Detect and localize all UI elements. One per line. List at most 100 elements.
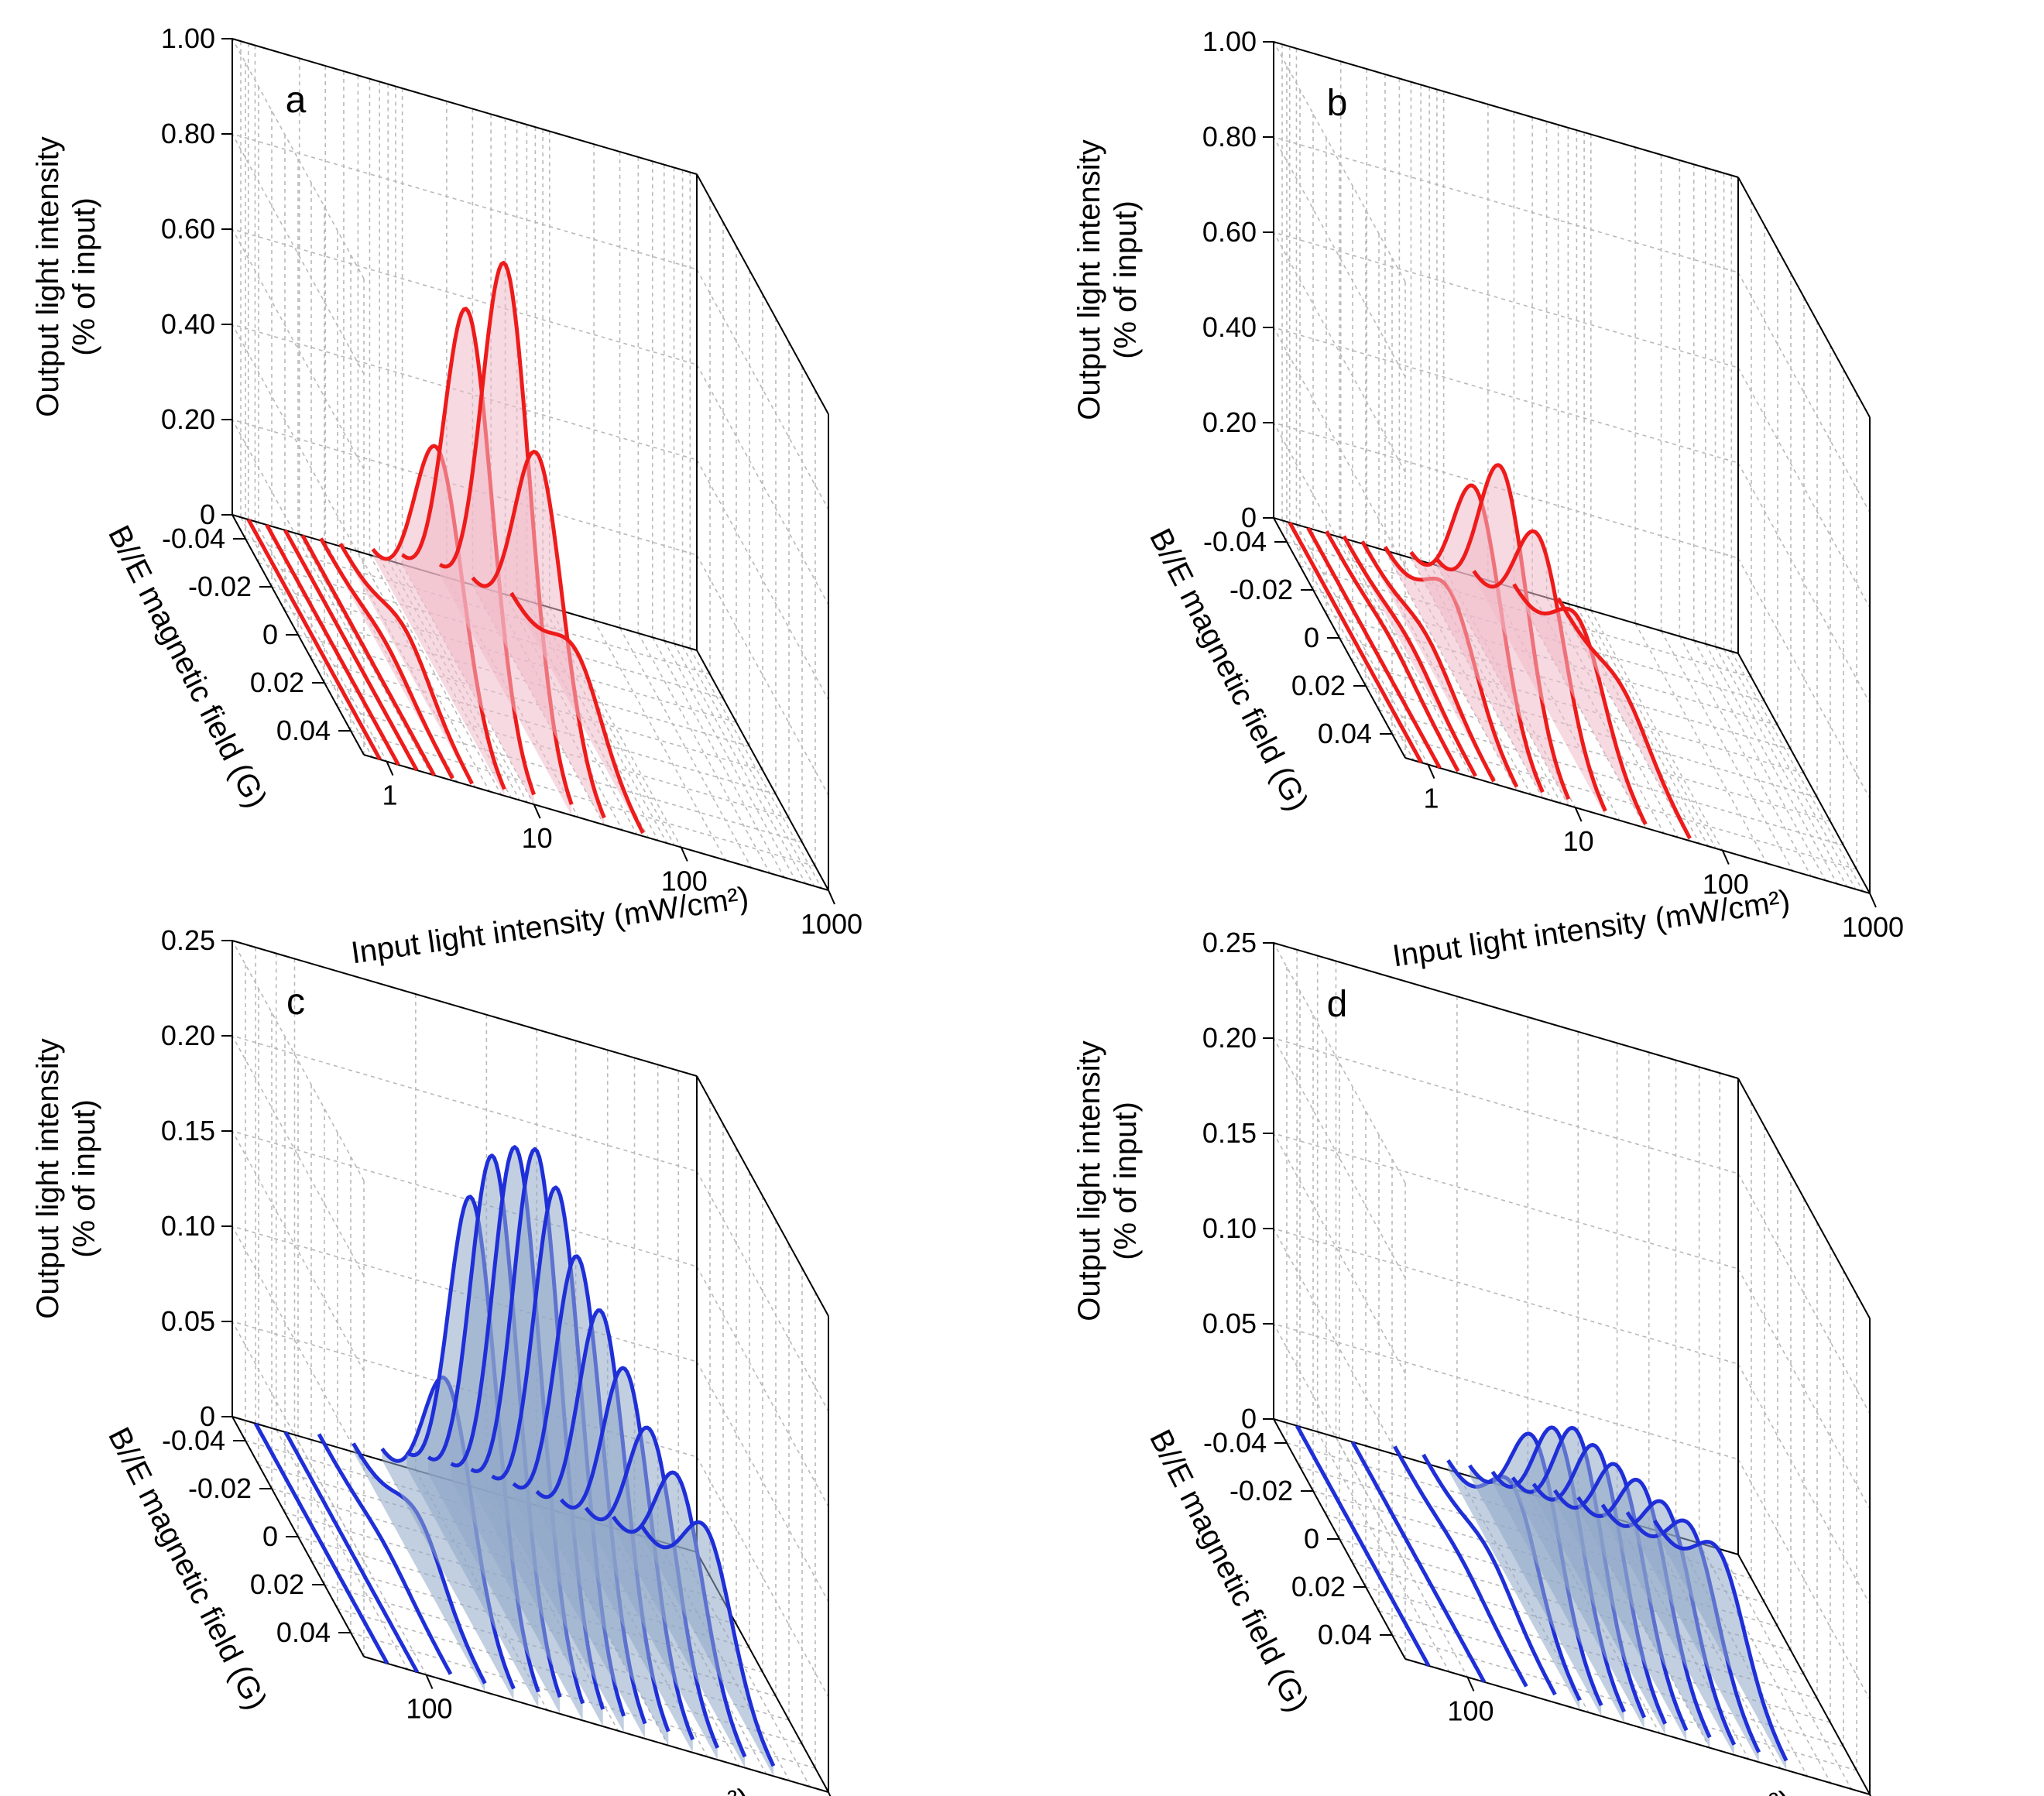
grid-line — [696, 554, 829, 796]
grid-line — [1705, 643, 1838, 885]
z-tick-label: 0.15 — [1202, 1117, 1257, 1149]
series-line — [1393, 1445, 1528, 1688]
grid-line — [696, 1170, 829, 1412]
z-tick-label: 0.25 — [1202, 927, 1257, 958]
z-tick-label: 0.40 — [161, 308, 215, 340]
grid-line — [619, 627, 753, 869]
z-tick-label: 0 — [200, 1400, 215, 1432]
y-axis-label: B//E magnetic field (G) — [1143, 1424, 1315, 1717]
series-fill — [1436, 464, 1569, 806]
grid-line — [1737, 462, 1871, 704]
y-axis-label: B//E magnetic field (G) — [101, 520, 273, 813]
x-tick — [533, 804, 541, 819]
grid-line — [1737, 1363, 1871, 1605]
grid-line — [1281, 519, 1415, 761]
x-axis-label: Input light intensity (mW/cm²) — [349, 1783, 751, 1796]
z-axis-label-sub: (% of input) — [67, 197, 101, 356]
grid-line — [1737, 1458, 1871, 1700]
grid-line — [1693, 639, 1826, 881]
z-tick-label: 0.10 — [161, 1210, 215, 1242]
series-curves — [246, 261, 645, 837]
series-line — [509, 591, 645, 835]
grid-line — [1737, 367, 1871, 608]
y-axis-label: B//E magnetic field (G) — [1143, 523, 1315, 816]
series-line — [1325, 530, 1460, 773]
grid-line — [276, 1429, 409, 1670]
grid-line — [652, 636, 785, 878]
axis-line — [696, 1075, 829, 1317]
series-line — [283, 529, 419, 772]
z-tick-label: 0.20 — [1202, 1022, 1257, 1054]
z-axis-label: Output light intensity — [31, 1038, 65, 1318]
grid-line — [504, 594, 638, 835]
z-tick-label: 0.20 — [1202, 406, 1257, 438]
series-line — [283, 1431, 420, 1674]
grid-line — [1723, 649, 1857, 890]
grid-line — [696, 459, 829, 701]
series-line — [1625, 1511, 1761, 1753]
z-tick-label: 1.00 — [1202, 26, 1257, 57]
grid-line — [387, 560, 520, 801]
grid-line — [696, 269, 829, 510]
axis-line — [1737, 177, 1871, 418]
z-tick-label: 0.25 — [161, 924, 215, 956]
z-tick-label: 0.05 — [161, 1305, 215, 1337]
grid-line — [673, 643, 807, 884]
series-fill — [1343, 536, 1476, 779]
grid-line — [299, 533, 432, 775]
grid-line — [1340, 536, 1473, 778]
z-tick-label: 0.20 — [161, 403, 215, 435]
axis-frame — [221, 38, 835, 905]
series-line — [1556, 597, 1692, 840]
z-tick-label: 0.60 — [1202, 216, 1257, 248]
series-line — [300, 534, 436, 776]
z-axis-label: Output light intensity — [31, 136, 65, 416]
series-fill — [1555, 1464, 1687, 1741]
series-fill — [1473, 531, 1606, 817]
x-tick-label: 1000 — [1842, 911, 1904, 943]
panel-d: 0 0.05 0.10 0.15 0.20 0.25 -0.04 -0.02 0 0.02 0.04… — [1072, 927, 1871, 1796]
grid-line — [369, 554, 502, 796]
grid-line — [1714, 646, 1848, 887]
series-line — [1288, 521, 1423, 764]
series-line — [1653, 1519, 1788, 1762]
grid-line — [231, 939, 698, 1181]
x-tick-label: 10 — [1563, 825, 1594, 857]
series-fill — [1602, 1501, 1734, 1755]
series-line — [1553, 1462, 1689, 1732]
grid-line — [696, 1266, 829, 1507]
series-fill — [1627, 1512, 1759, 1763]
grid-line — [1272, 1037, 1739, 1279]
grid-line — [593, 619, 726, 861]
x-tick-label: 100 — [1447, 1695, 1494, 1726]
panel-label: c — [286, 982, 305, 1023]
x-tick — [386, 761, 394, 776]
y-tick-label: 0.04 — [1318, 1619, 1372, 1650]
grid-line — [633, 1534, 767, 1774]
grid-line — [1737, 557, 1871, 799]
grid-line — [637, 632, 771, 874]
series-fill — [1448, 1460, 1580, 1710]
z-tick-label: 0.20 — [161, 1020, 215, 1051]
axis-line — [696, 173, 829, 415]
grid-line — [534, 602, 668, 844]
series-curves — [253, 1145, 776, 1777]
axis-frame — [1263, 942, 1871, 1796]
grid-line — [1616, 1519, 1750, 1760]
y-tick-label: 0.04 — [1318, 718, 1372, 749]
grid-line — [1317, 1431, 1450, 1672]
x-tick-label: 100 — [1703, 869, 1749, 900]
series-line — [640, 1520, 776, 1767]
grid-line — [1527, 1493, 1661, 1734]
grid-line — [1378, 709, 1844, 846]
axis-line — [363, 1656, 829, 1793]
grid-line — [549, 607, 682, 848]
grid-line — [1272, 40, 1739, 283]
z-tick-label: 0.60 — [161, 213, 215, 245]
z-axis-label: Output light intensity — [1072, 1040, 1106, 1321]
x-tick-label: 100 — [406, 1692, 452, 1724]
grid-line — [1428, 563, 1562, 804]
y-tick-label: -0.02 — [188, 1472, 252, 1504]
grid-line — [1737, 1173, 1871, 1414]
grid-line — [350, 730, 816, 867]
